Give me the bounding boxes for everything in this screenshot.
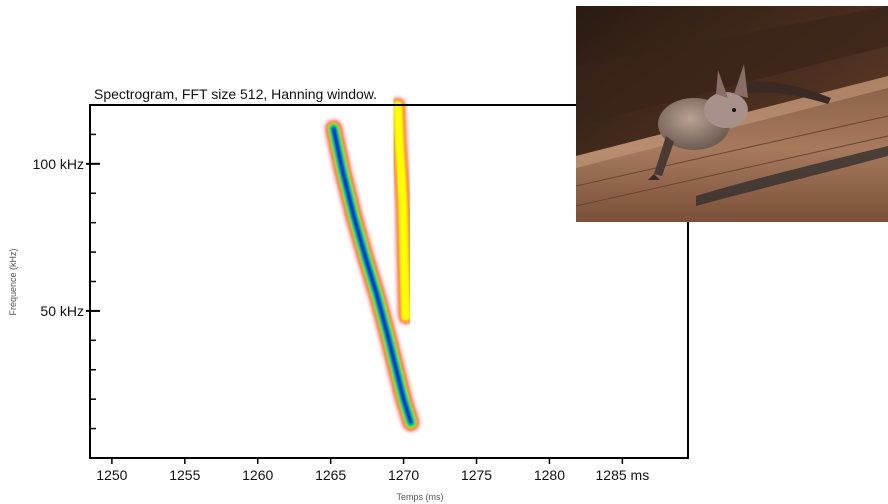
heatmap-layer [325,98,419,431]
x-axis-label: Temps (ms) [397,492,444,502]
spectrogram-trace-1-level-6 [332,127,412,424]
bat-photo-image [576,6,888,222]
x-tick-label: 1270 [388,467,419,483]
y-tick-label: 100 kHz [33,156,84,172]
x-tick-label: 1280 [534,467,565,483]
y-axis-label: Fréquence (kHz) [8,248,18,315]
x-tick-label: 1260 [242,467,273,483]
x-tick-label: 1275 [461,467,492,483]
bat-photo [576,6,888,222]
y-ticks: 50 kHz 100 kHz [33,156,100,319]
chart-title: Spectrogram, FFT size 512, Hanning windo… [94,86,377,102]
x-tick-label: 1255 [169,467,200,483]
x-tick-label: 1265 [315,467,346,483]
x-tick-label: 1250 [96,467,127,483]
x-ticks: 1250 1255 1260 1265 1270 1275 1280 1285 ms [96,458,649,483]
x-tick-label: 1285 ms [596,467,650,483]
spectrogram-trace-2-level-2 [392,99,411,322]
y-tick-label: 50 kHz [40,303,84,319]
